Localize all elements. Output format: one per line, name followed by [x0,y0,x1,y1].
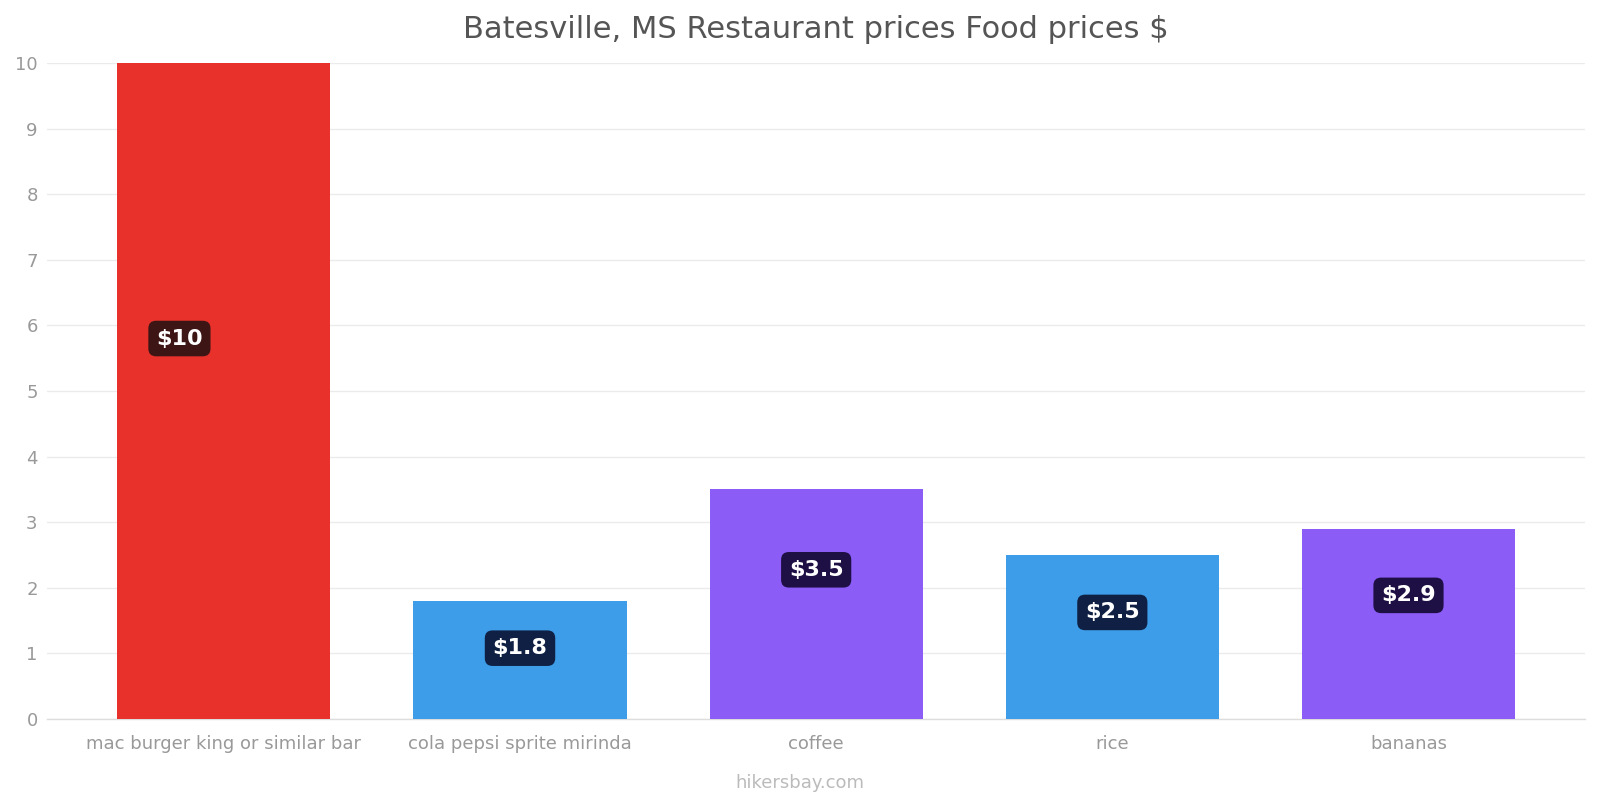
Bar [413,601,627,719]
Text: $3.5: $3.5 [789,560,843,580]
Text: hikersbay.com: hikersbay.com [736,774,864,792]
Bar [709,490,923,719]
Bar [1302,529,1515,719]
Title: Batesville, MS Restaurant prices Food prices $: Batesville, MS Restaurant prices Food pr… [464,15,1170,44]
Text: $1.8: $1.8 [493,638,547,658]
Bar [117,63,331,719]
Text: $10: $10 [157,329,203,349]
Text: $2.5: $2.5 [1085,602,1139,622]
Text: $2.9: $2.9 [1381,586,1435,606]
Bar [1006,555,1219,719]
